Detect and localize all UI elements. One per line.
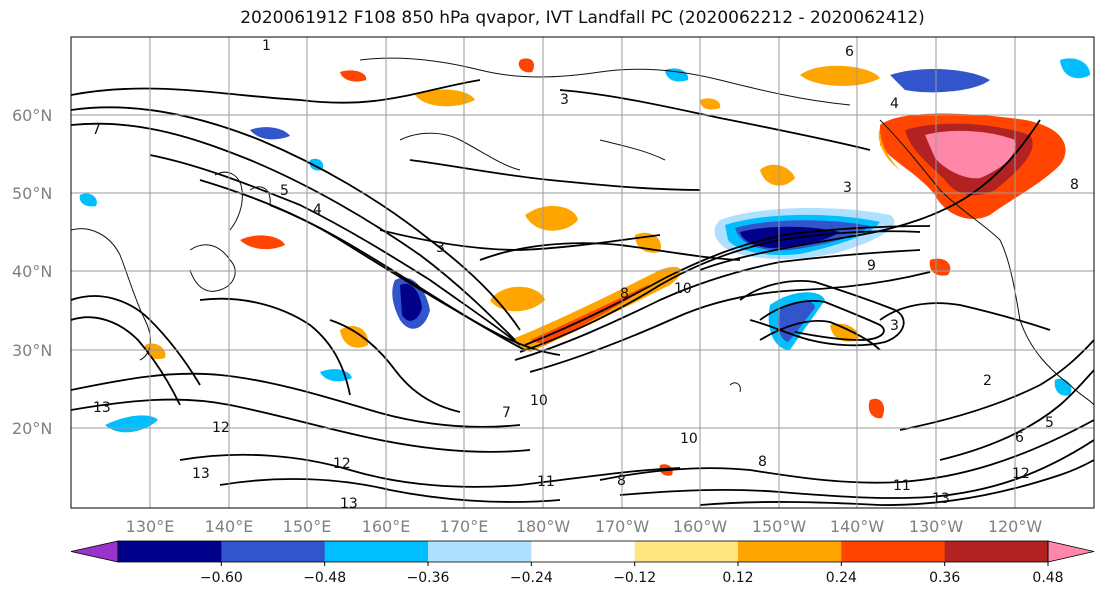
contour-label: 3	[560, 92, 569, 108]
colorbar-tick-label: 0.12	[722, 570, 753, 586]
lon-label: 140°W	[830, 517, 885, 536]
colorbar-tick-label: −0.12	[613, 570, 656, 586]
contour-label: 4	[313, 202, 322, 218]
lon-label: 170°W	[595, 517, 650, 536]
lat-label: 60°N	[12, 106, 52, 125]
colorbar-tick-label: 0.36	[929, 570, 960, 586]
colorbar-segment	[944, 541, 1049, 562]
colorbar-outline	[117, 540, 1049, 563]
lat-label: 30°N	[12, 341, 52, 360]
contour-label: 10	[530, 393, 548, 409]
contour-label: 12	[333, 456, 351, 472]
longitude-labels: 130°E 140°E 150°E 160°E 170°E 180°W 170°…	[126, 517, 1043, 536]
contour-label: 7	[502, 405, 511, 421]
contour-label: 3	[890, 318, 899, 334]
colorbar-segment	[428, 541, 532, 562]
contour-label: 13	[192, 466, 210, 482]
lon-label: 120°W	[988, 517, 1043, 536]
lon-label: 150°E	[283, 517, 332, 536]
contour-label: 5	[280, 183, 289, 199]
colorbar-segment	[841, 541, 946, 562]
contour-label: 11	[893, 478, 911, 494]
contour-label: 9	[867, 258, 876, 274]
contour-label: 5	[1045, 415, 1054, 431]
contour-label: 13	[932, 491, 950, 507]
figure-title: 2020061912 F108 850 hPa qvapor, IVT Land…	[240, 8, 925, 28]
contour-label: 8	[758, 454, 767, 470]
lat-label: 50°N	[12, 184, 52, 203]
contour-label: 6	[845, 44, 854, 60]
contour-label: 4	[890, 96, 899, 112]
ivt-contours	[71, 79, 1094, 506]
contour-label: 13	[340, 496, 358, 512]
lon-label: 170°E	[440, 517, 489, 536]
colorbar-segment	[531, 541, 636, 562]
contour-label: 1	[262, 38, 271, 54]
colorbar-tick-label: −0.36	[407, 570, 450, 586]
contour-label: 12	[212, 420, 230, 436]
lat-label: 20°N	[12, 419, 52, 438]
map-content: 1 3 6 7 5 4 3 3 9 10 8 10 12 13 12 13 11…	[71, 37, 1094, 512]
graticule	[71, 37, 1094, 508]
contour-label: 11	[537, 474, 555, 490]
colorbar-segment	[221, 541, 326, 562]
contour-label: 13	[93, 400, 111, 416]
contour-labels: 1 3 6 7 5 4 3 3 9 10 8 10 12 13 12 13 11…	[92, 38, 1079, 512]
colorbar-max-arrow	[1047, 540, 1095, 563]
lon-label: 140°E	[205, 517, 254, 536]
colorbar-tick-label: −0.48	[303, 570, 346, 586]
contour-label: 6	[1015, 430, 1024, 446]
lon-label: 130°E	[126, 517, 175, 536]
lon-label: 130°W	[909, 517, 964, 536]
colorbar-segment	[118, 541, 222, 562]
contour-label: 8	[620, 286, 629, 302]
colorbar-tick-label: −0.24	[510, 570, 553, 586]
colorbar-segment	[634, 541, 739, 562]
contour-label: 10	[674, 281, 692, 297]
contour-label: 3	[436, 240, 445, 256]
contour-label: 12	[1012, 466, 1030, 482]
contour-label: 2	[983, 373, 992, 389]
lon-label: 150°W	[752, 517, 807, 536]
colorbar-tick-label: 0.48	[1032, 570, 1063, 586]
lon-label: 160°W	[673, 517, 728, 536]
latitude-labels: 60°N 50°N 40°N 30°N 20°N	[12, 106, 52, 438]
lat-label: 40°N	[12, 262, 52, 281]
colorbar-tick-labels: −0.60 −0.48 −0.36 −0.24 −0.12 0.12 0.24 0.36 0.4…	[200, 562, 1064, 586]
colorbar-tick-label: −0.60	[200, 570, 243, 586]
colorbar-segment	[738, 541, 842, 562]
lon-label: 160°E	[362, 517, 411, 536]
map-frame	[70, 36, 1095, 509]
contour-label: 8	[1070, 177, 1079, 193]
colorbar-segment	[324, 541, 429, 562]
colorbar-tick-label: 0.24	[826, 570, 857, 586]
negative-anomaly-shading	[79, 58, 1090, 433]
contour-label: 7	[92, 122, 101, 138]
contour-label: 8	[617, 473, 626, 489]
contour-label: 10	[680, 431, 698, 447]
lon-label: 180°W	[516, 517, 571, 536]
contour-label: 3	[843, 180, 852, 196]
colorbar	[70, 540, 1095, 563]
colorbar-min-arrow	[70, 540, 119, 563]
